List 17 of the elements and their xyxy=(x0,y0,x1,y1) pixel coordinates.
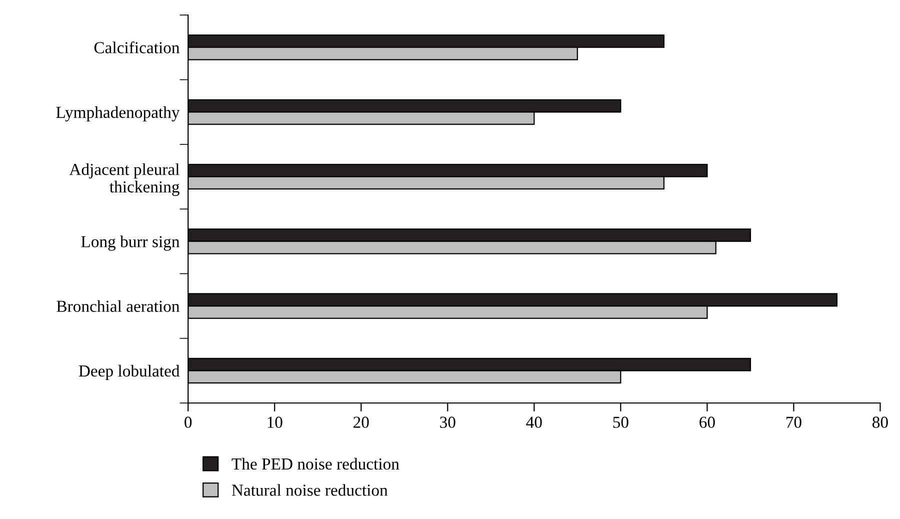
x-tick-label: 60 xyxy=(700,416,715,428)
x-tick-label: 70 xyxy=(786,416,802,428)
x-tick-label: 0 xyxy=(184,416,192,428)
y-tick-label: Deep lobulated xyxy=(78,364,180,380)
y-tick-label: Bronchial aeration xyxy=(56,300,180,312)
x-tick-label: 50 xyxy=(613,416,628,428)
legend-label: The PED noise reduction xyxy=(232,458,400,470)
y-tick-label: Calcification xyxy=(94,41,180,54)
legend-label: Natural noise reduction xyxy=(232,484,388,496)
x-tick-label: 30 xyxy=(440,416,456,428)
x-tick-label: 40 xyxy=(526,416,542,428)
x-tick-label: 80 xyxy=(872,416,888,428)
y-tick-label: Adjacent pleural thickening xyxy=(69,163,180,196)
y-tick-label: Long burr sign xyxy=(81,236,180,251)
y-tick-label: Lymphadenopathy xyxy=(56,106,180,122)
x-tick-label: 20 xyxy=(354,416,369,428)
x-tick-label: 10 xyxy=(268,416,282,428)
